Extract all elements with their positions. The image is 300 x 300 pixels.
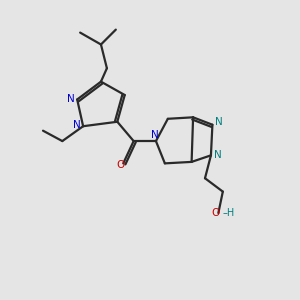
Text: N: N <box>67 94 74 104</box>
Text: N: N <box>215 117 223 128</box>
Text: N: N <box>214 150 221 160</box>
Text: –H: –H <box>223 208 235 218</box>
Text: O: O <box>116 160 124 170</box>
Text: N: N <box>151 130 158 140</box>
Text: N: N <box>73 120 80 130</box>
Text: O: O <box>211 208 220 218</box>
